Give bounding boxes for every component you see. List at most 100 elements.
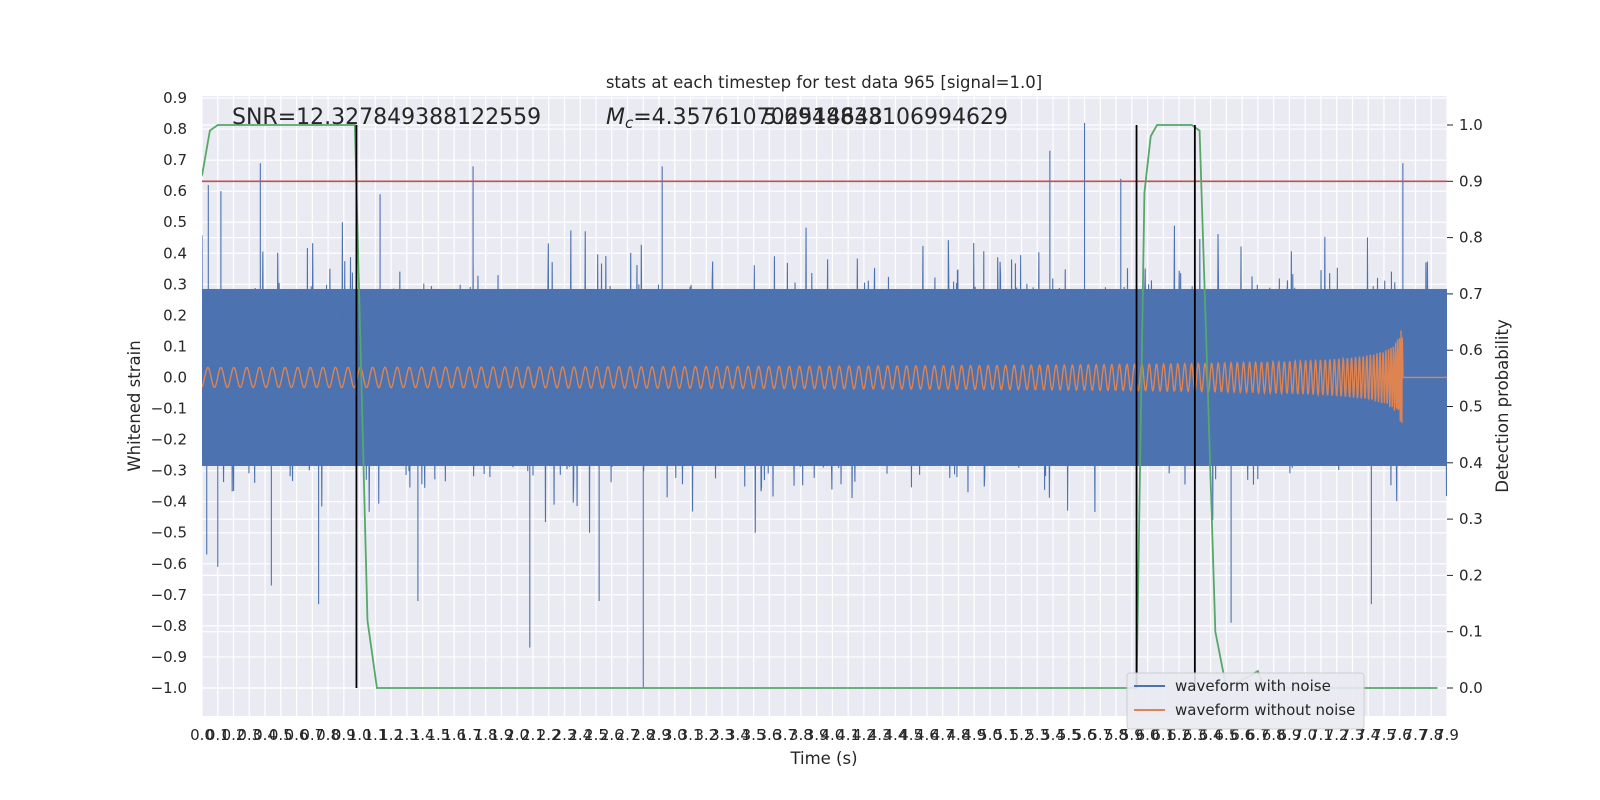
- y-axis-label: Whitened strain: [125, 340, 144, 471]
- x-tick-label: 0.7: [300, 726, 324, 744]
- x-tick-label: 0.3: [237, 726, 261, 744]
- x-tick-label: 0.1: [206, 726, 230, 744]
- chirp-mass-subscript: c: [625, 114, 634, 132]
- overlap-annotation: 5.6948833106994629: [763, 105, 1008, 130]
- x-tick-label: 0.8: [316, 726, 340, 744]
- y2-tick-label: 0.4: [1459, 454, 1483, 472]
- y2-tick-label: 0.9: [1459, 172, 1483, 190]
- y-tick-label: 0.1: [163, 337, 187, 355]
- y-tick-label: 0.3: [163, 275, 187, 293]
- y-tick-label: −0.7: [151, 586, 187, 604]
- y-tick-label: −0.9: [151, 648, 187, 666]
- x-tick-label: 7.4: [1356, 726, 1380, 744]
- x-tick-label: 3.4: [726, 726, 750, 744]
- x-tick-label: 5.5: [1057, 726, 1081, 744]
- x-tick-label: 4.1: [836, 726, 860, 744]
- x-tick-label: 5.9: [1120, 726, 1144, 744]
- y-tick-label: −0.4: [151, 493, 187, 511]
- x-tick-label: 6.1: [1151, 726, 1175, 744]
- x-tick-label: 4.4: [883, 726, 907, 744]
- x-tick-label: 7.9: [1435, 726, 1459, 744]
- y-tick-label: −0.1: [151, 400, 187, 418]
- y2-axis-ticks: 1.0 0.9 0.8 0.7 0.6 0.5 0.4 0.3 0.2 0.1 0.0: [1447, 116, 1483, 697]
- x-tick-label: 0.2: [222, 726, 246, 744]
- x-tick-label: 1.5: [426, 726, 450, 744]
- x-tick-label: 6.9: [1277, 726, 1301, 744]
- x-tick-label: 0.6: [285, 726, 309, 744]
- x-tick-label: 5.6: [1073, 726, 1097, 744]
- x-tick-label: 1.9: [490, 726, 514, 744]
- x-tick-label: 7.1: [1309, 726, 1333, 744]
- x-tick-label: 7.5: [1372, 726, 1396, 744]
- x-tick-label: 2.6: [600, 726, 624, 744]
- x-tick-label: 4.8: [947, 726, 971, 744]
- x-tick-label: 4.0: [820, 726, 844, 744]
- x-tick-label: 7.8: [1419, 726, 1443, 744]
- x-tick-label: 7.3: [1341, 726, 1365, 744]
- chart-title: stats at each timestep for test data 965…: [606, 73, 1042, 92]
- x-tick-label: 1.4: [411, 726, 435, 744]
- clean-trace: [202, 330, 1447, 424]
- x-tick-label: 6.4: [1199, 726, 1223, 744]
- x-tick-label: 6.5: [1214, 726, 1238, 744]
- x-tick-label: 2.9: [647, 726, 671, 744]
- x-tick-label: 7.0: [1293, 726, 1317, 744]
- y-tick-label: −0.5: [151, 524, 187, 542]
- x-tick-label: 0.0: [190, 726, 214, 744]
- chirp-mass-value: =4.357610702514648: [633, 105, 882, 130]
- x-tick-label: 3.7: [773, 726, 797, 744]
- y-tick-label: 0.4: [163, 244, 187, 262]
- x-tick-label: 2.8: [631, 726, 655, 744]
- chirp-mass-symbol: M: [606, 105, 625, 130]
- x-tick-label: 3.6: [757, 726, 781, 744]
- noise-trace: [202, 122, 1447, 688]
- y-axis-ticks: 0.9 0.8 0.7 0.6 0.5 0.4 0.3 0.2 0.1 0.0 −0.1 −0.2 −0…: [151, 89, 187, 697]
- y-tick-label: 0.0: [163, 368, 187, 386]
- x-axis-ticks: 0.00.10.20.30.40.50.60.70.80.91.01.11.21…: [190, 726, 1459, 744]
- y-tick-label: 0.6: [163, 182, 187, 200]
- x-tick-label: 1.8: [474, 726, 498, 744]
- x-tick-label: 0.9: [332, 726, 356, 744]
- series-waveform-with-noise: [202, 122, 1447, 688]
- y2-tick-label: 0.7: [1459, 285, 1483, 303]
- x-tick-label: 1.3: [395, 726, 419, 744]
- x-tick-label: 3.2: [694, 726, 718, 744]
- y-tick-label: −0.2: [151, 431, 187, 449]
- y-tick-label: −0.8: [151, 617, 187, 635]
- x-tick-label: 0.5: [269, 726, 293, 744]
- x-tick-label: 7.7: [1404, 726, 1428, 744]
- x-tick-label: 3.0: [663, 726, 687, 744]
- y-tick-label: 0.9: [163, 89, 187, 107]
- legend-label-clean: waveform without noise: [1175, 701, 1355, 719]
- x-tick-label: 6.0: [1136, 726, 1160, 744]
- x-tick-label: 0.4: [253, 726, 277, 744]
- y-tick-label: 0.5: [163, 213, 187, 231]
- legend-label-noise: waveform with noise: [1175, 677, 1331, 695]
- x-tick-label: 3.1: [679, 726, 703, 744]
- series-waveform-without-noise: [202, 330, 1447, 424]
- y2-tick-label: 0.2: [1459, 566, 1483, 584]
- y2-axis-label: Detection probability: [1493, 319, 1512, 493]
- x-tick-label: 5.3: [1025, 726, 1049, 744]
- x-axis-label: Time (s): [789, 749, 857, 768]
- x-tick-label: 1.6: [442, 726, 466, 744]
- y-tick-label: −0.6: [151, 555, 187, 573]
- x-tick-label: 1.7: [458, 726, 482, 744]
- snr-annotation: SNR=12.327849388122559: [232, 105, 541, 130]
- y2-tick-label: 1.0: [1459, 116, 1483, 134]
- x-tick-label: 4.5: [899, 726, 923, 744]
- x-tick-label: 6.7: [1246, 726, 1270, 744]
- x-tick-label: 6.8: [1262, 726, 1286, 744]
- x-tick-label: 2.4: [568, 726, 592, 744]
- y2-tick-label: 0.0: [1459, 679, 1483, 697]
- x-tick-label: 4.6: [915, 726, 939, 744]
- y2-tick-label: 0.3: [1459, 510, 1483, 528]
- y-tick-label: −1.0: [151, 679, 187, 697]
- y-tick-label: 0.2: [163, 306, 187, 324]
- chirp-mass-annotation: Mc=4.357610702514648: [606, 105, 883, 132]
- x-tick-label: 4.7: [931, 726, 955, 744]
- x-tick-label: 4.9: [962, 726, 986, 744]
- x-tick-label: 1.0: [348, 726, 372, 744]
- x-tick-label: 5.0: [978, 726, 1002, 744]
